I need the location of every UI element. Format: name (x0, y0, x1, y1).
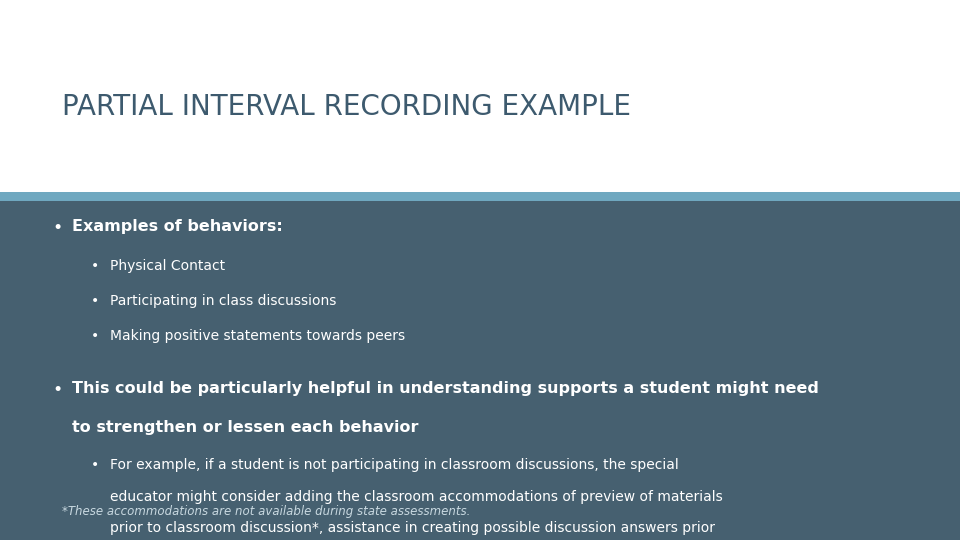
Text: PARTIAL INTERVAL RECORDING EXAMPLE: PARTIAL INTERVAL RECORDING EXAMPLE (62, 93, 632, 120)
Text: Physical Contact: Physical Contact (110, 259, 226, 273)
Text: Examples of behaviors:: Examples of behaviors: (72, 219, 283, 234)
Text: For example, if a student is not participating in classroom discussions, the spe: For example, if a student is not partici… (110, 458, 679, 472)
Text: •: • (53, 219, 63, 237)
Text: Participating in class discussions: Participating in class discussions (110, 294, 337, 308)
Text: Making positive statements towards peers: Making positive statements towards peers (110, 329, 405, 343)
Text: educator might consider adding the classroom accommodations of preview of materi: educator might consider adding the class… (110, 490, 723, 504)
Bar (0, 0, 960, 192)
Bar (0, 192, 960, 540)
Text: This could be particularly helpful in understanding supports a student might nee: This could be particularly helpful in un… (72, 381, 819, 396)
Text: prior to classroom discussion*, assistance in creating possible discussion answe: prior to classroom discussion*, assistan… (110, 521, 715, 535)
Bar (0, 192, 960, 201)
Text: •: • (91, 294, 100, 308)
Text: *These accommodations are not available during state assessments.: *These accommodations are not available … (62, 505, 470, 518)
Text: to strengthen or lessen each behavior: to strengthen or lessen each behavior (72, 420, 419, 435)
Text: •: • (91, 259, 100, 273)
Text: •: • (91, 458, 100, 472)
Text: •: • (91, 329, 100, 343)
Text: •: • (53, 381, 63, 399)
